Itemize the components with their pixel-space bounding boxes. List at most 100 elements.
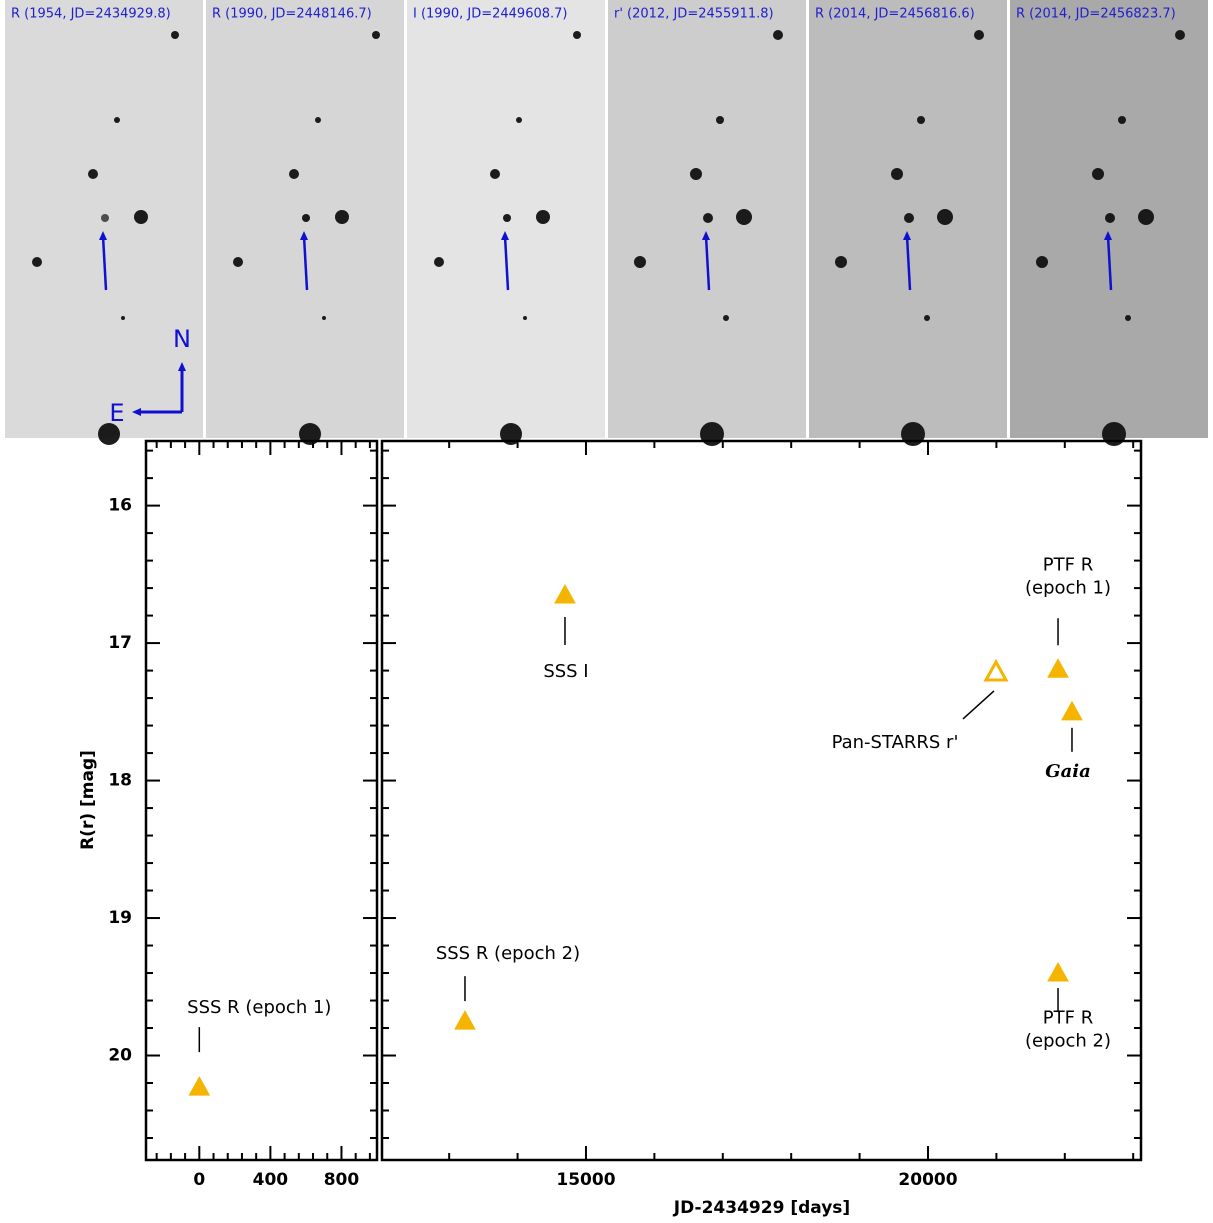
pointer-arrow [302,235,309,291]
star [335,210,349,224]
star [736,209,752,225]
star [690,168,702,180]
annotation-connector [962,690,995,720]
pointer-arrow [704,235,711,291]
compass-north-head [178,362,186,371]
star [114,117,120,123]
image-panel: I (1990, JD=2449608.7) [407,0,605,445]
x-tick-label: 400 [253,1170,289,1190]
y-tick-label: 20 [108,1046,132,1066]
plot-frame [380,439,1143,1162]
data-point [1047,962,1069,982]
pointer-arrow [101,235,108,291]
star [434,257,444,267]
star [32,257,42,267]
star [904,213,914,223]
star [1118,116,1126,124]
y-axis-label: R(r) [mag] [78,750,98,850]
star [773,30,783,40]
image-panel: R (2014, JD=2456816.6) [809,0,1007,446]
star [891,168,903,180]
annotation: PTF R [1043,555,1093,576]
annotation: SSS R (epoch 2) [436,943,580,964]
x-axis-label: JD-2434929 [days] [673,1198,850,1218]
star [723,315,729,321]
x-tick-label: 20000 [898,1170,957,1190]
star [573,31,581,39]
image-panel: R (1990, JD=2448146.7) [206,0,404,445]
star [233,257,243,267]
star [1175,30,1185,40]
image-panel: R (2014, JD=2456823.7) [1010,0,1208,446]
star [516,117,522,123]
star [88,169,98,179]
star [490,169,500,179]
star [536,210,550,224]
star [937,209,953,225]
star [1125,315,1131,321]
x-tick-label: 800 [324,1170,360,1190]
annotation: PTF R [1043,1008,1093,1029]
pointer-arrowhead [1104,231,1112,240]
y-tick-label: 19 [108,908,132,928]
star [503,214,511,222]
compass-e-label: E [109,399,124,427]
image-label: R (1954, JD=2434929.8) [11,7,171,22]
y-tick-label: 16 [108,496,132,516]
annotation: SSS I [543,661,588,682]
pointer-arrow [503,235,510,291]
star [917,116,925,124]
star [1036,256,1048,268]
annotation: Pan-STARRS r' [832,732,959,753]
annotation: (epoch 2) [1025,1031,1111,1052]
star [302,214,310,222]
compass-n-label: N [173,325,191,353]
annotation: SSS R (epoch 1) [187,997,331,1018]
star [835,256,847,268]
x-tick-label: 0 [193,1170,205,1190]
star [289,169,299,179]
data-point [1061,700,1083,721]
star [1102,422,1126,446]
data-point [983,658,1009,682]
star [500,423,522,445]
x-tick-label: 15000 [556,1170,615,1190]
star [703,213,713,223]
star [101,214,109,222]
image-panel: r' (2012, JD=2455911.8) [608,0,806,446]
star [716,116,724,124]
star [372,31,380,39]
star [974,30,984,40]
annotation: (epoch 1) [1025,578,1111,599]
data-point [188,1076,211,1096]
star [901,422,925,446]
data-point [1047,658,1069,678]
star [1138,209,1154,225]
pointer-arrowhead [702,231,710,240]
star [1092,168,1104,180]
image-label: I (1990, JD=2449608.7) [413,7,568,22]
image-label: r' (2012, JD=2455911.8) [614,7,774,22]
y-tick-label: 18 [108,771,132,791]
image-label: R (2014, JD=2456823.7) [1016,7,1176,22]
image-panel: R (1954, JD=2434929.8) [5,0,203,445]
star [134,210,148,224]
image-label: R (1990, JD=2448146.7) [212,7,372,22]
star [523,316,527,320]
data-point [454,1010,476,1030]
pointer-arrowhead [99,231,107,240]
y-tick-label: 17 [108,633,132,653]
star [299,423,321,445]
compass-east-head [132,408,141,416]
pointer-arrowhead [903,231,911,240]
star [121,316,125,320]
pointer-arrowhead [501,231,509,240]
data-point [554,583,576,604]
annotation: Gaia [1045,761,1091,782]
star [315,117,321,123]
pointer-arrow [1106,235,1113,291]
star [634,256,646,268]
image-label: R (2014, JD=2456816.6) [815,7,975,22]
star [322,316,326,320]
plot-frame [144,439,379,1162]
